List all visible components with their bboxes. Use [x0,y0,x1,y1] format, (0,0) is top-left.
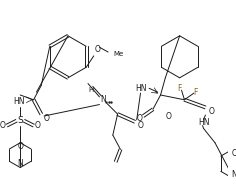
Text: O: O [208,107,214,116]
Text: HN: HN [13,97,25,106]
Text: O: O [137,114,143,123]
Text: N: N [17,159,23,168]
Text: O: O [165,112,171,120]
Text: O: O [34,121,40,130]
Text: HN: HN [198,118,209,127]
Text: H: H [88,87,93,93]
Text: O: O [0,121,6,130]
Text: O: O [44,114,50,123]
Text: O: O [138,121,143,130]
Text: N: N [100,95,106,104]
Text: HN: HN [136,84,147,93]
Text: N: N [231,170,236,179]
Text: F: F [194,88,198,97]
Text: S: S [17,116,23,125]
Text: O: O [95,45,101,54]
Text: F: F [177,84,182,93]
Text: O: O [231,149,236,158]
Text: O: O [17,142,23,151]
Text: Me: Me [114,51,124,57]
